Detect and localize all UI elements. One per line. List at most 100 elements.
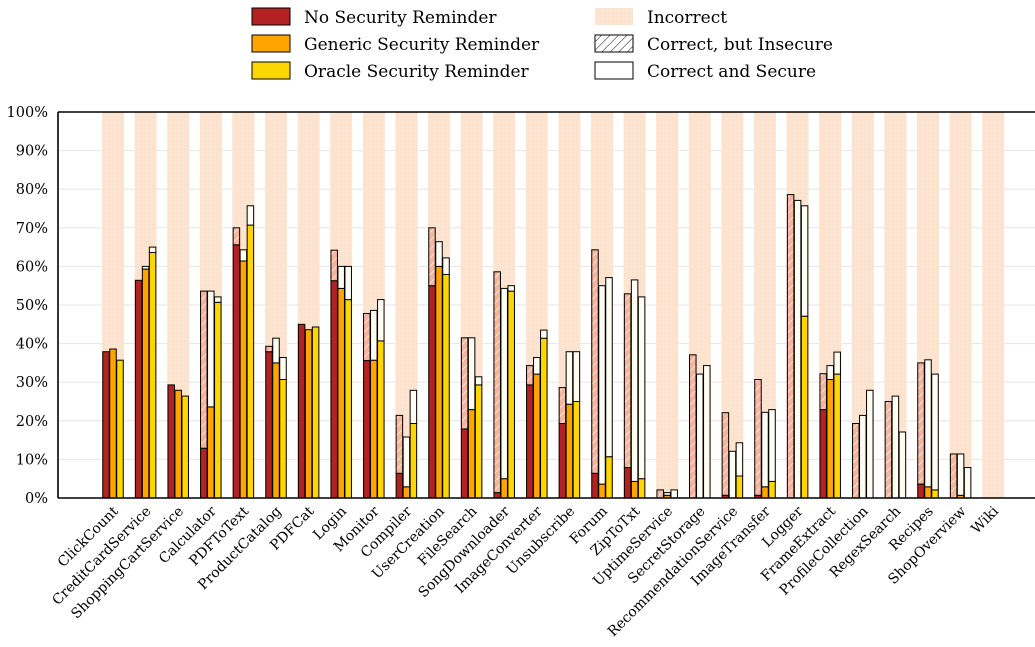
- bar-insecure-login-oracle-security-reminder: [344, 265, 352, 301]
- bar-secure-shopping-cart-service-no-security-reminder: [167, 384, 175, 499]
- bar-secure-zip-to-txt-oracle-security-reminder: [637, 478, 646, 499]
- bar-secure-song-downloader-no-security-reminder: [493, 492, 501, 499]
- bar-secure-unsubscribe-no-security-reminder: [558, 423, 567, 499]
- bar-insecure-zip-to-txt-no-security-reminder: [623, 293, 632, 469]
- legend-label-correct-and-secure: Correct and Secure: [647, 62, 816, 82]
- bar-insecure-regex-search-generic-security-reminder: [891, 395, 900, 499]
- bar-secure-click-count-no-security-reminder: [102, 351, 110, 499]
- legend-label-correct-but-insecure: Correct, but Insecure: [647, 35, 833, 55]
- bar-insecure-file-search-no-security-reminder: [460, 337, 469, 430]
- bar-secure-pdfto-text-oracle-security-reminder: [246, 224, 255, 499]
- bar-secure-recipes-generic-security-reminder: [924, 486, 932, 499]
- bar-secure-shopping-cart-service-oracle-security-reminder: [181, 395, 189, 499]
- bar-insecure-monitor-no-security-reminder: [363, 312, 371, 362]
- bar-secure-product-catalog-oracle-security-reminder: [279, 378, 287, 499]
- bar-insecure-credit-card-service-oracle-security-reminder: [148, 246, 157, 254]
- legend-swatch-incorrect: [595, 8, 633, 25]
- bar-secure-user-creation-no-security-reminder: [428, 285, 436, 499]
- y-tick-label: 30%: [16, 375, 48, 391]
- bar-insecure-unsubscribe-generic-security-reminder: [565, 351, 574, 405]
- incorrect-band-uptime-service: [656, 112, 679, 498]
- legend-swatch-no-security-reminder: [251, 7, 291, 26]
- legend-label-oracle-security-reminder: Oracle Security Reminder: [304, 62, 530, 82]
- bar-insecure-pdfto-text-generic-security-reminder: [239, 249, 248, 262]
- bar-insecure-product-catalog-oracle-security-reminder: [279, 356, 287, 380]
- bar-secure-pdfcat-oracle-security-reminder: [311, 326, 320, 499]
- bar-insecure-calculator-generic-security-reminder: [207, 290, 215, 408]
- bar-insecure-image-converter-generic-security-reminder: [533, 356, 541, 375]
- bar-secure-file-search-generic-security-reminder: [467, 409, 476, 499]
- bar-secure-compiler-oracle-security-reminder: [409, 423, 418, 499]
- bar-secure-frame-extract-generic-security-reminder: [826, 378, 834, 499]
- y-tick-label: 100%: [7, 105, 48, 121]
- y-tick-labels: 0% 10% 20% 30% 40% 50% 60% 70% 80% 90% 100%: [7, 105, 48, 507]
- y-tick-label: 40%: [16, 337, 48, 353]
- bar-secure-recipes-no-security-reminder: [917, 483, 925, 499]
- bar-insecure-recipes-oracle-security-reminder: [931, 373, 939, 491]
- bar-insecure-uptime-service-no-security-reminder: [656, 489, 664, 499]
- bar-insecure-forum-oracle-security-reminder: [605, 277, 613, 458]
- bar-insecure-frame-extract-oracle-security-reminder: [833, 351, 841, 375]
- bar-secure-recommendation-service-oracle-security-reminder: [735, 475, 744, 499]
- bar-insecure-zip-to-txt-generic-security-reminder: [630, 279, 639, 482]
- bar-insecure-file-search-generic-security-reminder: [467, 337, 476, 411]
- bar-secure-click-count-generic-security-reminder: [109, 348, 117, 499]
- bar-insecure-compiler-oracle-security-reminder: [409, 389, 418, 425]
- bar-insecure-pdfto-text-oracle-security-reminder: [246, 205, 255, 226]
- bar-insecure-profile-collection-no-security-reminder: [852, 423, 860, 499]
- bar-secure-credit-card-service-no-security-reminder: [134, 279, 143, 499]
- bar-insecure-secret-storage-oracle-security-reminder: [703, 365, 711, 499]
- bar-secure-zip-to-txt-generic-security-reminder: [630, 480, 639, 499]
- bar-secure-calculator-oracle-security-reminder: [214, 301, 222, 499]
- bar-insecure-image-converter-oracle-security-reminder: [540, 329, 548, 339]
- y-tick-label: 70%: [16, 221, 48, 237]
- bar-insecure-file-search-oracle-security-reminder: [474, 376, 483, 386]
- x-category-labels: ClickCountCreditCardServiceShoppingCartS…: [49, 503, 1002, 640]
- bar-secure-shopping-cart-service-generic-security-reminder: [174, 389, 182, 499]
- bar-insecure-shop-overview-generic-security-reminder: [956, 453, 965, 496]
- incorrect-band-recommendation-service: [721, 112, 744, 498]
- x-label-wiki: Wiki: [968, 503, 1002, 537]
- bar-insecure-shop-overview-oracle-security-reminder: [963, 467, 972, 499]
- bar-secure-frame-extract-oracle-security-reminder: [833, 373, 841, 499]
- bar-secure-credit-card-service-generic-security-reminder: [141, 268, 150, 499]
- incorrect-band-wiki: [982, 112, 1005, 498]
- bar-secure-pdfcat-no-security-reminder: [297, 323, 306, 499]
- bar-secure-image-transfer-generic-security-reminder: [761, 486, 769, 499]
- bar-insecure-calculator-no-security-reminder: [200, 290, 208, 449]
- legend-swatch-correct-but-insecure: [594, 34, 634, 53]
- y-tick-label: 50%: [16, 298, 48, 314]
- bar-secure-recipes-oracle-security-reminder: [931, 489, 939, 499]
- bar-insecure-product-catalog-generic-security-reminder: [272, 337, 280, 364]
- legend: No Security Reminder Generic Security Rem…: [251, 7, 833, 82]
- bar-secure-compiler-no-security-reminder: [395, 472, 404, 499]
- bar-insecure-zip-to-txt-oracle-security-reminder: [637, 296, 646, 480]
- bar-insecure-image-converter-no-security-reminder: [526, 365, 534, 386]
- bar-secure-forum-oracle-security-reminder: [605, 456, 613, 499]
- bar-secure-product-catalog-no-security-reminder: [265, 351, 273, 499]
- legend-label-incorrect: Incorrect: [647, 8, 727, 28]
- bar-insecure-logger-generic-security-reminder: [793, 199, 802, 499]
- y-tick-label: 0%: [25, 491, 48, 507]
- bar-insecure-uptime-service-generic-security-reminder: [663, 492, 671, 496]
- bar-secure-calculator-no-security-reminder: [200, 447, 208, 499]
- bar-insecure-frame-extract-generic-security-reminder: [826, 365, 834, 380]
- bar-insecure-profile-collection-oracle-security-reminder: [866, 389, 874, 499]
- bar-secure-user-creation-oracle-security-reminder: [442, 274, 450, 499]
- y-tick-label: 60%: [16, 259, 48, 275]
- bar-secure-click-count-oracle-security-reminder: [116, 359, 124, 499]
- y-tick-label: 80%: [16, 182, 48, 198]
- bar-insecure-regex-search-no-security-reminder: [884, 401, 893, 499]
- bar-insecure-secret-storage-no-security-reminder: [689, 354, 697, 499]
- bar-secure-login-generic-security-reminder: [337, 287, 345, 499]
- bar-insecure-logger-oracle-security-reminder: [800, 205, 809, 317]
- bar-secure-image-converter-oracle-security-reminder: [540, 337, 548, 499]
- bar-insecure-compiler-generic-security-reminder: [402, 436, 411, 488]
- bar-insecure-image-transfer-no-security-reminder: [754, 378, 762, 496]
- y-tick-label: 20%: [16, 414, 48, 430]
- bar-secure-unsubscribe-oracle-security-reminder: [572, 401, 581, 499]
- bar-insecure-recommendation-service-no-security-reminder: [721, 412, 730, 496]
- bar-insecure-login-generic-security-reminder: [337, 265, 345, 289]
- bar-insecure-recipes-no-security-reminder: [917, 362, 925, 485]
- bar-secure-song-downloader-generic-security-reminder: [500, 478, 508, 499]
